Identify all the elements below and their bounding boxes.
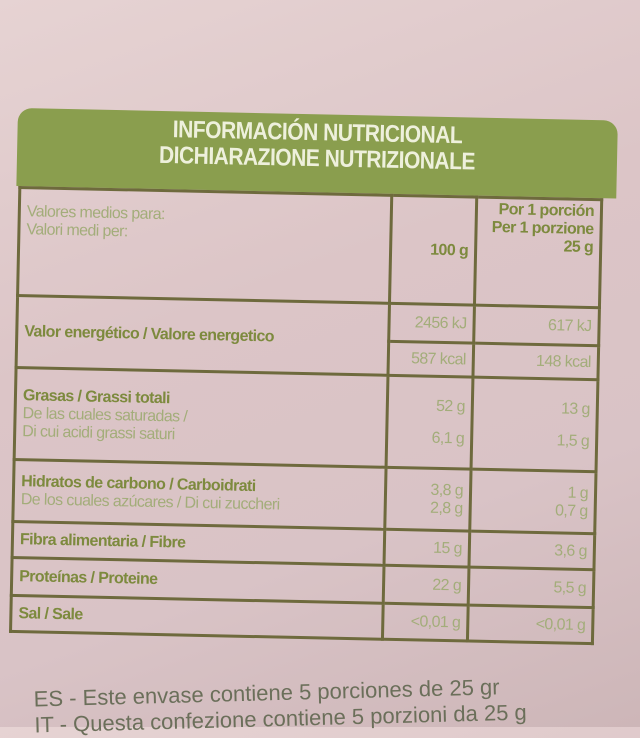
carbs-portion: 1 g [567, 484, 589, 502]
value-portion: 148 kcal [472, 343, 599, 380]
value-100g: 22 g [383, 565, 469, 606]
fat-100g: 52 g [435, 397, 466, 415]
value-portion: 13 g 1,5 g [471, 377, 598, 472]
portion-note: ES - Este envase contiene 5 porciones de… [33, 674, 527, 738]
table-header-row: Valores medios para: Valori medi per: 10… [17, 187, 602, 308]
saturates-100g: 6,1 g [431, 429, 465, 447]
row-label: Hidratos de carbono / Carboidrati De los… [12, 459, 387, 530]
portion-label-it: Per 1 porzione [491, 218, 594, 239]
value-portion: 5,5 g [468, 567, 594, 608]
portion-size: 25 g [563, 238, 594, 257]
value-portion: <0,01 g [467, 605, 594, 644]
value-100g: 587 kcal [387, 341, 474, 378]
value-portion: 617 kJ [473, 305, 600, 346]
nutrition-label: INFORMACIÓN NUTRICIONAL DICHIARAZIONE NU… [7, 108, 618, 645]
column-label-cell: Valores medios para: Valori medi per: [17, 187, 392, 304]
carbs-100g: 3,8 g [430, 481, 464, 499]
sugars-100g: 2,8 g [429, 499, 463, 517]
value-100g: 52 g 6,1 g [386, 375, 473, 470]
nutrition-table: Valores medios para: Valori medi per: 10… [9, 186, 603, 645]
fat-portion: 13 g [560, 399, 590, 418]
label-header: INFORMACIÓN NUTRICIONAL DICHIARAZIONE NU… [16, 108, 618, 199]
table-row: Grasas / Grassi totali De las cuales sat… [14, 367, 598, 472]
value-100g: 2456 kJ [388, 303, 475, 344]
value-100g: 15 g [384, 529, 470, 568]
sugars-portion: 0,7 g [554, 501, 588, 520]
portion-header: Por 1 porción Per 1 porzione 25 g [474, 197, 602, 308]
value-portion: 1 g 0,7 g [469, 469, 597, 534]
portion-label-es: Por 1 porción [498, 201, 595, 221]
saturates-portion: 1,5 g [556, 431, 590, 450]
row-label: Valor energético / Valore energetico [16, 295, 390, 376]
row-label: Grasas / Grassi totali De las cuales sat… [14, 367, 388, 468]
row-label: Sal / Sale [10, 595, 384, 640]
per100-header: 100 g [389, 195, 477, 306]
value-portion: 3,6 g [468, 531, 595, 570]
value-100g: <0,01 g [382, 603, 469, 642]
value-100g: 3,8 g 2,8 g [384, 467, 472, 532]
